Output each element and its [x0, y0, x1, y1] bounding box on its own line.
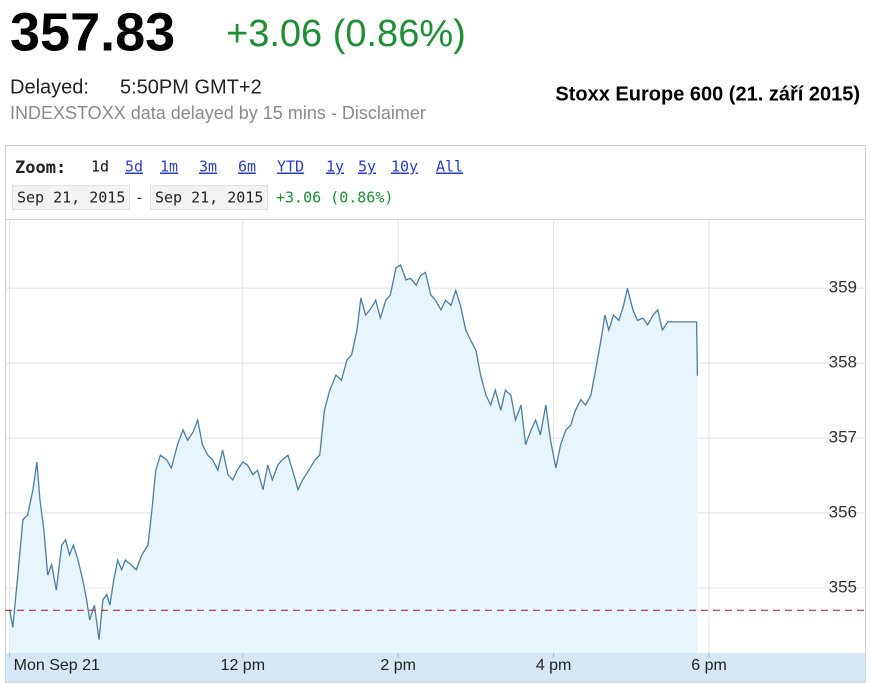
- zoom-option[interactable]: YTD: [277, 158, 304, 176]
- y-tick-label: 359: [829, 278, 857, 297]
- x-tick-label: 12 pm: [221, 657, 265, 674]
- area-fill: [9, 264, 698, 653]
- y-tick-label: 355: [829, 577, 857, 596]
- x-tick-label: 6 pm: [691, 657, 727, 674]
- zoom-option[interactable]: 1y: [326, 158, 344, 176]
- date-to-box[interactable]: [150, 185, 268, 210]
- x-axis-band: [5, 653, 866, 682]
- zoom-option[interactable]: 3m: [199, 158, 217, 176]
- date-from[interactable]: Sep 21, 2015: [17, 189, 125, 207]
- delayed-time: 5:50PM GMT+2: [120, 76, 262, 98]
- range-change: +3.06 (0.86%): [276, 189, 393, 207]
- zoom-option[interactable]: 1d: [91, 158, 109, 176]
- zoom-option[interactable]: 5y: [358, 158, 376, 176]
- zoom-option[interactable]: All: [436, 158, 463, 176]
- x-tick-label: Mon Sep 21: [14, 657, 100, 674]
- price-change: +3.06 (0.86%): [226, 13, 466, 55]
- date-to[interactable]: Sep 21, 2015: [155, 189, 263, 207]
- price: 357.83: [10, 2, 175, 62]
- zoom-option[interactable]: 5d: [125, 158, 143, 176]
- zoom-option[interactable]: 6m: [238, 158, 256, 176]
- x-tick-label: 2 pm: [380, 657, 416, 674]
- x-tick-label: 4 pm: [536, 657, 572, 674]
- zoom-option[interactable]: 1m: [160, 158, 178, 176]
- date-from-box[interactable]: [12, 185, 130, 210]
- plot-area: 355 356 357 358 359 Mon Sep 21 12 pm 2 pm 4 pm 6 …: [5, 220, 866, 682]
- y-tick-label: 356: [829, 502, 857, 521]
- zoom-option[interactable]: 10y: [391, 158, 418, 176]
- y-tick-label: 357: [829, 427, 857, 446]
- delay-note: INDEXSTOXX data delayed by 15 mins - Dis…: [10, 103, 426, 123]
- zoom-options: 1d 5d 1m 3m 6m YTD 1y 5y 10y All: [91, 158, 463, 176]
- delayed-label: Delayed:: [10, 76, 89, 98]
- zoom-label: Zoom:: [15, 158, 66, 178]
- price-line: [9, 263, 699, 640]
- date-separator: -: [135, 189, 144, 207]
- y-tick-label: 358: [829, 353, 857, 372]
- chart-title: Stoxx Europe 600 (21. září 2015): [555, 83, 860, 105]
